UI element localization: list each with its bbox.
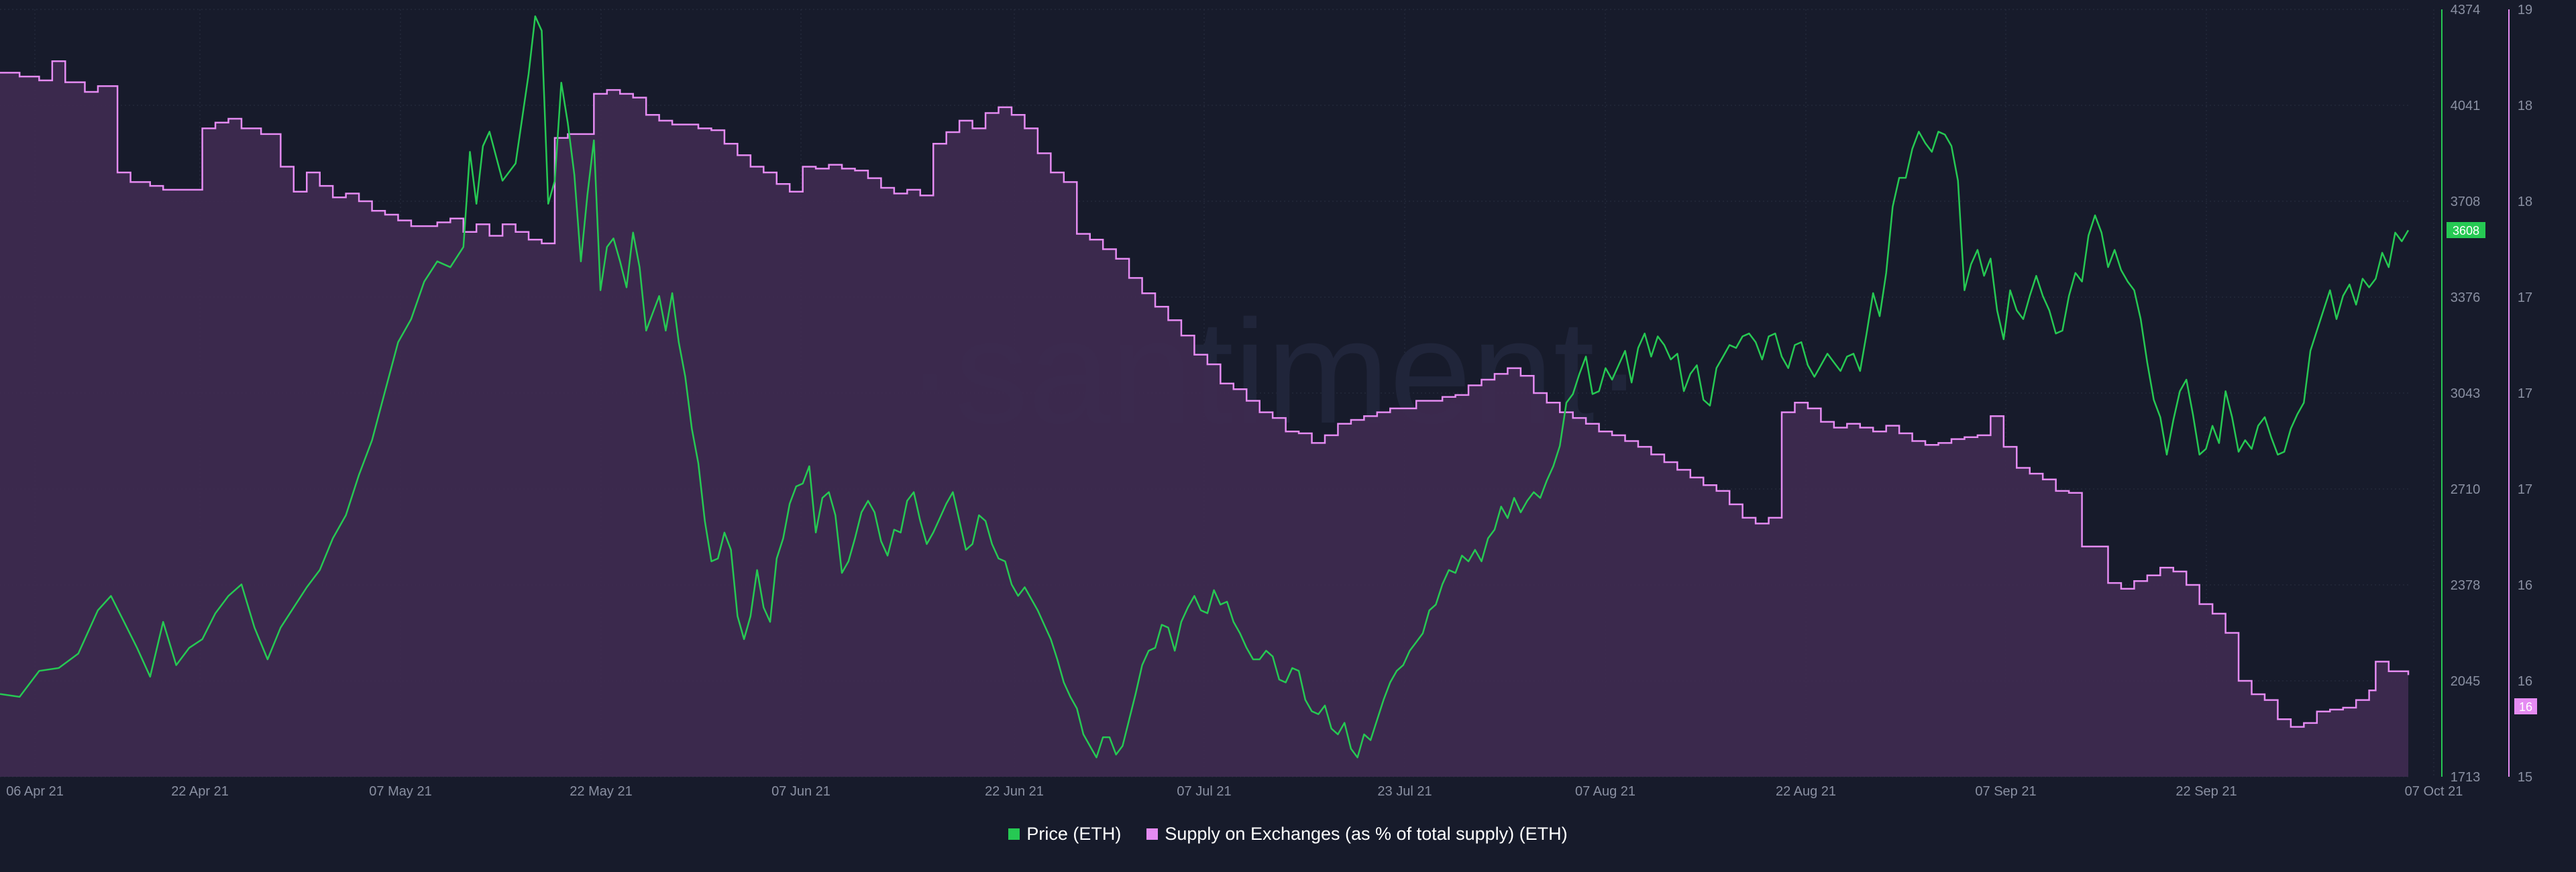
price-tick-label: 3708 (2451, 195, 2481, 209)
price-tick-label: 4374 (2451, 3, 2481, 17)
supply-tick-label: 17 (2518, 482, 2532, 497)
supply-tick-label: 17 (2518, 290, 2532, 305)
price-badge: 3608 (2453, 224, 2479, 237)
supply-series (0, 60, 2410, 777)
x-tick-label: 22 May 21 (570, 784, 632, 799)
supply-tick-label: 18 (2518, 99, 2532, 113)
x-tick-label: 06 Apr 21 (6, 784, 64, 799)
price-tick-label: 4041 (2451, 99, 2481, 113)
supply-badge: 16 (2519, 700, 2532, 714)
supply-tick-label: 16 (2518, 674, 2532, 689)
supply-tick-label: 16 (2518, 578, 2532, 593)
price-badge-bg (2447, 222, 2485, 238)
legend: Price (ETH) Supply on Exchanges (as % of… (0, 824, 2576, 844)
legend-item-supply[interactable]: Supply on Exchanges (as % of total suppl… (1146, 824, 1568, 844)
legend-supply-label: Supply on Exchanges (as % of total suppl… (1165, 824, 1568, 844)
legend-price-label: Price (ETH) (1026, 824, 1122, 844)
supply-area (0, 61, 2408, 777)
x-tick-label: 22 Sep 21 (2176, 784, 2237, 799)
x-tick-label: 07 May 21 (369, 784, 431, 799)
x-tick-label: 23 Jul 21 (1377, 784, 1432, 799)
x-tick-label: 22 Jun 21 (985, 784, 1044, 799)
price-line (0, 15, 2410, 759)
x-tick-label: 07 Aug 21 (1575, 784, 1635, 799)
legend-item-price[interactable]: Price (ETH) (1008, 824, 1121, 844)
price-tick-label: 1713 (2451, 770, 2481, 785)
supply-tick-label: 18 (2518, 195, 2532, 209)
price-tick-label: 2710 (2451, 482, 2481, 497)
x-tick-label: 07 Oct 21 (2405, 784, 2463, 799)
price-series (0, 15, 2410, 759)
supply-line (0, 60, 2410, 728)
x-tick-label: 22 Aug 21 (1776, 784, 1836, 799)
value-badges: 3608 16 (2447, 222, 2537, 714)
price-swatch-icon (1008, 828, 1020, 840)
supply-tick-label: 17 (2518, 386, 2532, 401)
price-tick-label: 2045 (2451, 674, 2481, 689)
x-tick-label: 07 Jun 21 (771, 784, 830, 799)
price-tick-label: 3043 (2451, 386, 2481, 401)
price-tick-label: 2378 (2451, 578, 2481, 593)
supply-tick-label: 19 (2518, 3, 2532, 17)
supply-tick-label: 15 (2518, 770, 2532, 785)
x-tick-label: 07 Jul 21 (1177, 784, 1231, 799)
axes: 4374 19 4041 18 3708 18 3376 17 3043 17 2710 17 2378… (6, 3, 2532, 799)
x-tick-label: 07 Sep 21 (1975, 784, 2036, 799)
x-tick-label: 22 Apr 21 (171, 784, 229, 799)
supply-swatch-icon (1146, 828, 1159, 840)
price-tick-label: 3376 (2451, 290, 2481, 305)
supply-badge-bg (2514, 698, 2537, 714)
